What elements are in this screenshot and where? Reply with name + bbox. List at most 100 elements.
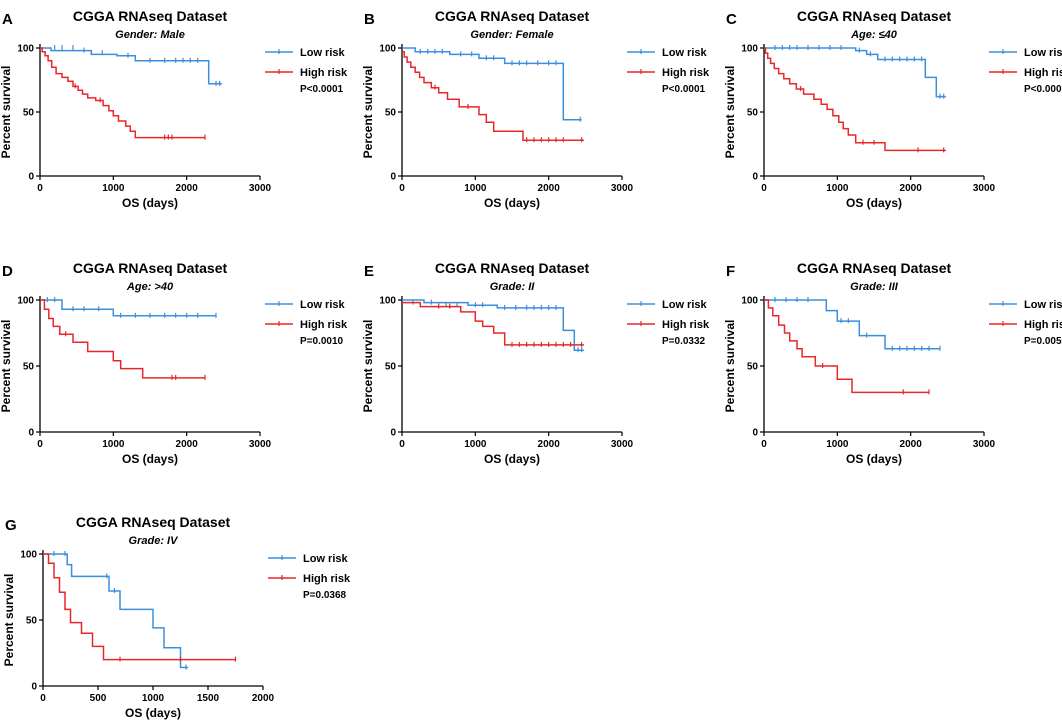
legend-high-risk-label: High risk <box>1024 319 1062 331</box>
chart-subtitle: Age: >40 <box>126 281 174 293</box>
chart-subtitle: Gender: Male <box>115 29 185 41</box>
x-tick-label: 0 <box>399 439 405 450</box>
panel-letter: D <box>2 263 13 280</box>
x-axis-label: OS (days) <box>846 196 902 210</box>
low-risk-curve <box>40 299 216 317</box>
chart-subtitle: Age: ≤40 <box>850 29 898 41</box>
chart-title: CGGA RNAseq Dataset <box>435 8 590 24</box>
legend-low-risk-label: Low risk <box>1024 47 1062 59</box>
x-tick-label: 2000 <box>900 183 923 194</box>
legend-low-risk-label: Low risk <box>300 299 346 311</box>
y-tick-label: 100 <box>741 296 758 307</box>
x-tick-label: 2000 <box>176 439 199 450</box>
x-axis-label: OS (days) <box>125 706 181 720</box>
y-tick-label: 0 <box>390 172 396 183</box>
y-tick-label: 100 <box>17 296 34 307</box>
low-risk-curve <box>764 47 946 98</box>
y-tick-label: 100 <box>20 550 37 561</box>
x-tick-label: 1000 <box>102 183 125 194</box>
high-risk-curve <box>764 47 946 152</box>
x-axis-label: OS (days) <box>122 452 178 466</box>
panel-letter: E <box>364 263 374 280</box>
y-axis-label: Percent survival <box>361 320 375 413</box>
x-tick-label: 0 <box>40 693 46 704</box>
y-tick-label: 0 <box>31 682 37 693</box>
chart-title: CGGA RNAseq Dataset <box>797 8 952 24</box>
y-tick-label: 50 <box>23 362 35 373</box>
x-tick-label: 0 <box>399 183 405 194</box>
legend-low-risk-label: Low risk <box>1024 299 1062 311</box>
y-tick-label: 100 <box>379 296 396 307</box>
x-tick-label: 2000 <box>252 693 275 704</box>
panel-letter: C <box>726 11 737 28</box>
chart-subtitle: Grade: III <box>850 281 899 293</box>
chart-title: CGGA RNAseq Dataset <box>76 514 231 530</box>
y-tick-label: 0 <box>752 428 758 439</box>
x-tick-label: 1500 <box>197 693 220 704</box>
panel-letter: G <box>5 517 17 534</box>
x-tick-label: 0 <box>761 183 767 194</box>
chart-title: CGGA RNAseq Dataset <box>73 8 228 24</box>
legend-high-risk-label: High risk <box>300 319 348 331</box>
x-tick-label: 500 <box>90 693 107 704</box>
y-tick-label: 100 <box>741 44 758 55</box>
y-tick-label: 50 <box>385 362 397 373</box>
y-axis-label: Percent survival <box>723 66 737 159</box>
x-tick-label: 1000 <box>826 183 849 194</box>
y-axis-label: Percent survival <box>2 574 16 667</box>
x-axis-label: OS (days) <box>484 452 540 466</box>
x-tick-label: 1000 <box>102 439 125 450</box>
x-tick-label: 2000 <box>538 183 561 194</box>
x-tick-label: 1000 <box>464 439 487 450</box>
y-tick-label: 50 <box>26 616 38 627</box>
y-axis-label: Percent survival <box>361 66 375 159</box>
x-axis-label: OS (days) <box>122 196 178 210</box>
y-tick-label: 50 <box>385 108 397 119</box>
p-value: P=0.0368 <box>303 590 347 601</box>
x-tick-label: 0 <box>761 439 767 450</box>
y-tick-label: 50 <box>23 108 35 119</box>
x-tick-label: 2000 <box>176 183 199 194</box>
y-axis-label: Percent survival <box>723 320 737 413</box>
y-tick-label: 0 <box>752 172 758 183</box>
high-risk-curve <box>40 299 205 379</box>
chart-title: CGGA RNAseq Dataset <box>797 260 952 276</box>
p-value: P<0.0001 <box>662 84 706 95</box>
panel-B: B CGGA RNAseq Dataset Gender: Female 0 50 100… <box>361 8 710 210</box>
x-tick-label: 0 <box>37 439 43 450</box>
p-value: P<0.0001 <box>1024 84 1062 95</box>
y-tick-label: 100 <box>17 44 34 55</box>
low-risk-curve <box>40 47 222 85</box>
chart-title: CGGA RNAseq Dataset <box>435 260 590 276</box>
high-risk-curve <box>40 47 205 139</box>
x-tick-label: 3000 <box>611 183 634 194</box>
high-risk-curve <box>43 553 236 661</box>
x-tick-label: 3000 <box>611 439 634 450</box>
chart-subtitle: Grade: II <box>490 281 536 293</box>
x-tick-label: 3000 <box>973 439 996 450</box>
chart-title: CGGA RNAseq Dataset <box>73 260 228 276</box>
high-risk-curve <box>402 51 584 141</box>
low-risk-curve <box>43 553 189 669</box>
legend-low-risk-label: Low risk <box>662 47 708 59</box>
x-tick-label: 1000 <box>142 693 165 704</box>
y-tick-label: 100 <box>379 44 396 55</box>
y-tick-label: 0 <box>28 172 34 183</box>
x-axis-label: OS (days) <box>484 196 540 210</box>
x-axis-label: OS (days) <box>846 452 902 466</box>
legend-low-risk-label: Low risk <box>300 47 346 59</box>
legend-high-risk-label: High risk <box>662 67 710 79</box>
y-tick-label: 0 <box>390 428 396 439</box>
p-value: P=0.0332 <box>662 336 706 347</box>
y-tick-label: 0 <box>28 428 34 439</box>
x-tick-label: 2000 <box>538 439 561 450</box>
legend-high-risk-label: High risk <box>1024 67 1062 79</box>
legend-high-risk-label: High risk <box>300 67 348 79</box>
x-tick-label: 2000 <box>900 439 923 450</box>
legend-low-risk-label: Low risk <box>662 299 708 311</box>
